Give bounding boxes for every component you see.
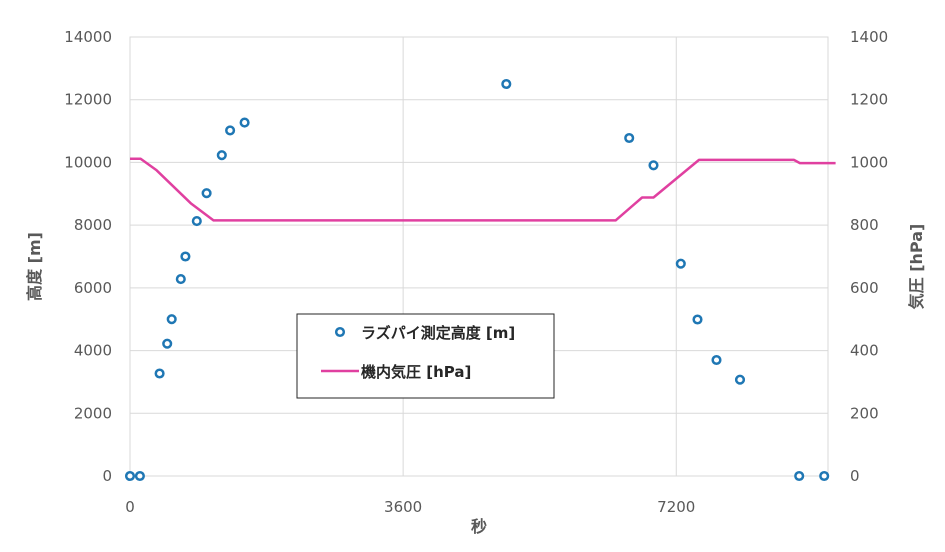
data-point-altitude <box>154 368 165 379</box>
data-point-altitude <box>239 117 250 128</box>
data-point-altitude <box>201 188 212 199</box>
y-right-tick-label: 200 <box>850 404 879 422</box>
grid <box>129 36 828 477</box>
y-left-axis-title: 高度 [m] <box>25 232 44 301</box>
data-point-altitude <box>675 258 686 269</box>
y-left-tick-label: 6000 <box>74 279 112 297</box>
y-right-tick-label: 600 <box>850 279 879 297</box>
plot-area-frame <box>129 36 829 477</box>
data-point-altitude <box>162 338 173 349</box>
data-point-altitude <box>501 78 512 90</box>
axes: 0200040006000800010000120001400002004006… <box>64 28 888 516</box>
data-point-altitude <box>819 470 830 482</box>
legend: ラズパイ測定高度 [m] 機内気圧 [hPa] <box>296 313 555 399</box>
data-point-altitude <box>711 354 722 366</box>
y-right-tick-label: 0 <box>850 467 860 485</box>
data-point-altitude <box>191 216 202 227</box>
y-right-tick-label: 1400 <box>850 28 888 46</box>
y-right-axis-title: 気圧 [hPa] <box>907 224 926 310</box>
y-left-tick-label: 14000 <box>64 28 112 46</box>
x-tick-label: 3600 <box>384 498 422 516</box>
y-right-tick-label: 400 <box>850 342 879 360</box>
y-left-tick-label: 0 <box>102 467 112 485</box>
data-point-altitude <box>216 150 227 161</box>
y-right-tick-label: 1000 <box>850 153 888 171</box>
legend-label-altitude: ラズパイ測定高度 [m] <box>361 324 515 342</box>
y-left-tick-label: 10000 <box>64 153 112 171</box>
x-tick-label: 0 <box>125 498 135 516</box>
data-point-altitude <box>794 470 805 482</box>
series-line-pressure <box>130 157 836 222</box>
y-right-tick-label: 800 <box>850 216 879 234</box>
y-left-tick-label: 12000 <box>64 91 112 109</box>
legend-marker-scatter <box>334 326 346 338</box>
y-left-tick-label: 4000 <box>74 342 112 360</box>
legend-label-pressure: 機内気圧 [hPa] <box>361 363 471 381</box>
x-tick-label: 7200 <box>657 498 695 516</box>
data-point-altitude <box>175 274 186 285</box>
data-point-altitude <box>225 125 236 136</box>
data-point-altitude <box>648 160 659 171</box>
data-point-altitude <box>134 470 145 482</box>
data-point-altitude <box>166 314 177 325</box>
data-point-altitude <box>180 251 191 262</box>
x-axis-title: 秒 <box>471 517 487 536</box>
data-point-altitude <box>124 470 136 482</box>
y-left-tick-label: 2000 <box>74 404 112 422</box>
y-right-tick-label: 1200 <box>850 91 888 109</box>
series <box>124 78 836 482</box>
data-point-altitude <box>734 374 746 385</box>
data-point-altitude <box>624 132 635 144</box>
y-left-tick-label: 8000 <box>74 216 112 234</box>
data-point-altitude <box>692 314 703 325</box>
